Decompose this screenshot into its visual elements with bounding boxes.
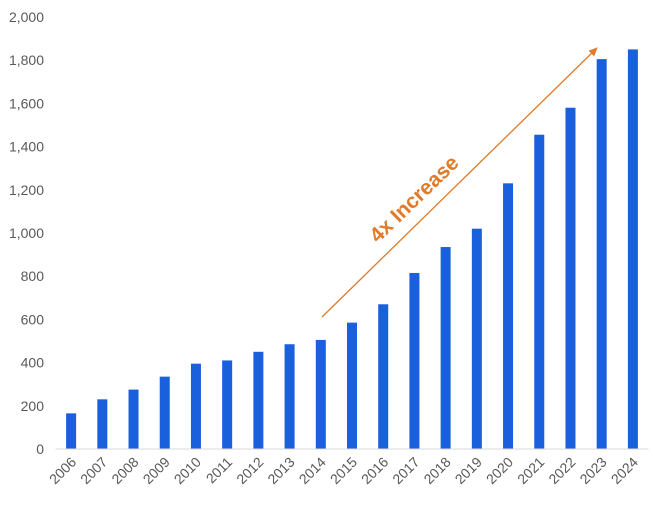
x-tick-label: 2017 — [389, 454, 422, 487]
x-tick-label: 2021 — [514, 454, 547, 487]
x-tick-label: 2009 — [140, 454, 173, 487]
bar — [128, 389, 139, 449]
bar — [627, 49, 638, 450]
x-tick-label: 2016 — [358, 454, 391, 487]
bar — [66, 413, 77, 449]
y-tick-label: 800 — [21, 268, 45, 284]
bar — [347, 322, 357, 449]
x-tick-label: 2019 — [452, 454, 485, 487]
bar — [315, 339, 326, 449]
x-tick-label: 2011 — [203, 454, 236, 487]
bar — [222, 360, 233, 449]
annotation-arrow — [321, 47, 598, 318]
x-tick-label: 2014 — [296, 454, 329, 487]
bar — [565, 107, 576, 449]
x-tick-label: 2024 — [608, 454, 641, 487]
y-tick-label: 200 — [21, 398, 45, 414]
y-tick-label: 600 — [21, 311, 45, 327]
y-tick-label: 1,000 — [9, 225, 44, 241]
bar — [471, 228, 482, 449]
x-tick-label: 2022 — [545, 454, 578, 487]
x-tick-label: 2013 — [264, 454, 297, 487]
x-tick-label: 2012 — [233, 454, 266, 487]
y-tick-label: 1,400 — [9, 139, 44, 155]
bar — [503, 183, 514, 449]
bar — [284, 344, 295, 449]
x-tick-label: 2018 — [420, 454, 453, 487]
annotation: 4x Increase — [365, 151, 463, 247]
bar — [409, 272, 420, 449]
y-tick-label: 1,200 — [9, 182, 44, 198]
bar — [97, 399, 108, 449]
bar — [440, 247, 451, 449]
y-tick-label: 1,800 — [9, 52, 44, 68]
x-tick-label: 2015 — [327, 454, 360, 487]
y-tick-label: 400 — [21, 355, 45, 371]
x-tick-label: 2008 — [108, 454, 141, 487]
bar — [159, 376, 170, 449]
y-tick-label: 1,600 — [9, 95, 44, 111]
bar — [534, 134, 545, 449]
bar — [190, 363, 201, 449]
bar — [378, 304, 389, 449]
bar — [596, 59, 607, 450]
x-tick-label: 2006 — [46, 454, 79, 487]
y-tick-label: 0 — [36, 441, 44, 457]
y-tick-label: 2,000 — [9, 9, 44, 25]
x-tick-label: 2020 — [483, 454, 516, 487]
x-tick-label: 2010 — [171, 454, 204, 487]
bar — [253, 351, 264, 449]
x-tick-label: 2007 — [77, 454, 110, 487]
x-tick-label: 2023 — [576, 454, 609, 487]
